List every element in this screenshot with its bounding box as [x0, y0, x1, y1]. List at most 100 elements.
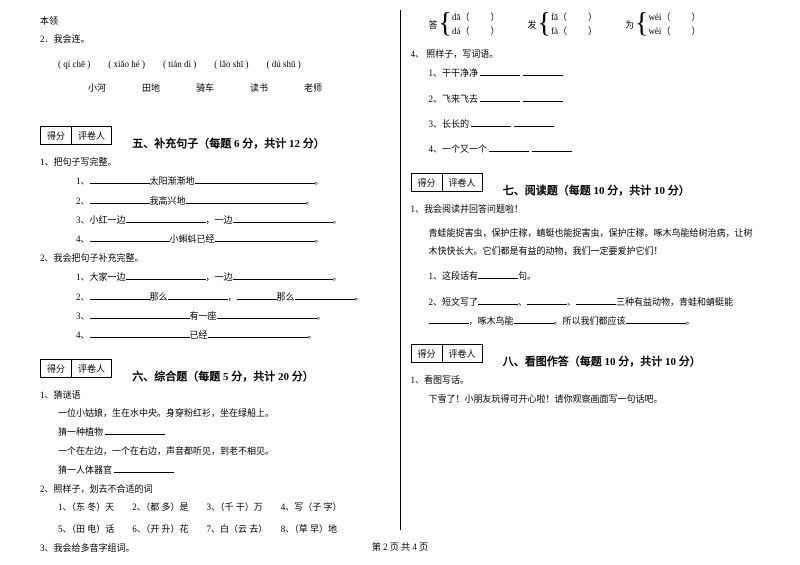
- q4-list: 1、干干净净 2、飞来飞去 3、长长的 4、一个又一个: [411, 65, 761, 157]
- blank: [90, 231, 170, 242]
- blank: [168, 289, 228, 300]
- scorebox-grader: 评卷人: [443, 345, 482, 362]
- q4-4: 4、一个又一个: [429, 141, 761, 156]
- blank: [295, 289, 355, 300]
- pinyin-item: ( qí chē ): [58, 59, 90, 69]
- q4-3: 3、长长的: [429, 116, 761, 131]
- brace-label: 为: [625, 18, 634, 31]
- section5-title: 五、补充句子（每题 6 分，共计 12 分）: [132, 135, 325, 151]
- paren: （ ）: [558, 12, 603, 22]
- blank: [626, 313, 686, 324]
- brace-label: 答: [429, 18, 438, 31]
- blank: [478, 294, 518, 305]
- brace-icon: {: [439, 10, 452, 38]
- words-row: 小河 田地 骑车 读书 老师: [40, 81, 390, 94]
- q6-2: 2、照样子，划去不合适的词: [40, 482, 390, 496]
- blank: [215, 231, 315, 242]
- q2-title: 2．我会连。: [40, 32, 390, 46]
- scorebox-grader: 评卷人: [443, 174, 482, 191]
- q5-1-list: 1、太阳渐渐地。 2、我高兴地。 3、小红一边，一边。 4、小蝌蚪已经。: [40, 173, 390, 247]
- pinyin-row: ( qí chē ) ( xiǎo hé ) ( tián dì ) ( lǎo…: [40, 59, 390, 69]
- paren: （ ）: [460, 26, 505, 36]
- word-item: 小河: [88, 81, 106, 94]
- right-column: 答 { dā（ ） dá（ ） 发 { fā（ ） fà（ ） 为 { w: [401, 10, 771, 530]
- blank: [237, 289, 277, 300]
- pinyin-item: ( tián dì ): [163, 59, 196, 69]
- blank: [532, 141, 572, 152]
- q6-1c: 一个在左边，一个在右边，声音都听见，到老不相见。: [40, 444, 390, 458]
- blank: [478, 268, 518, 279]
- blank: [90, 327, 190, 338]
- brace-group-fa: 发 { fā（ ） fà（ ）: [527, 10, 602, 39]
- blank: [90, 289, 150, 300]
- q7-1a: 1、这段话有句。: [411, 268, 761, 283]
- brace-group-wei: 为 { wéi（ ） wèi（ ）: [625, 10, 706, 39]
- brace-icon: {: [635, 10, 648, 38]
- brace-label: 发: [527, 18, 536, 31]
- blank: [471, 116, 511, 127]
- blank: [523, 91, 563, 102]
- section5-header: 得分 评卷人 五、补充句子（每题 6 分，共计 12 分）: [40, 114, 390, 151]
- blank: [217, 308, 317, 319]
- blank: [90, 173, 150, 184]
- pinyin-item: ( lǎo shī ): [214, 59, 248, 69]
- q8-1: 1、看图写话。: [411, 373, 761, 387]
- scorebox-score: 得分: [41, 360, 72, 377]
- blank: [514, 313, 554, 324]
- q6-1: 1、猜谜语: [40, 388, 390, 402]
- blank: [429, 313, 469, 324]
- blank: [233, 269, 333, 280]
- text-benling: 本领: [40, 14, 390, 28]
- q4-1: 1、干干净净: [429, 65, 761, 80]
- q5-1-4: 4、小蝌蚪已经。: [58, 231, 390, 246]
- q8-1a: 下雪了！小朋友玩得可开心啦！请你观察画面写一句话吧。: [411, 392, 761, 406]
- brace-group-da: 答 { dā（ ） dá（ ）: [429, 10, 506, 39]
- pinyin-item: ( dú shū ): [266, 59, 300, 69]
- section7-header: 得分 评卷人 七、阅读题（每题 10 分，共计 10 分）: [411, 161, 761, 198]
- blank: [576, 294, 616, 305]
- q5-2: 2、我会把句子补充完整。: [40, 251, 390, 265]
- brace-items: fā（ ） fà（ ）: [551, 10, 603, 39]
- blank: [527, 294, 567, 305]
- q4-2: 2、飞来飞去: [429, 91, 761, 106]
- blank: [480, 91, 520, 102]
- section8-header: 得分 评卷人 八、看图作答（每题 10 分，共计 10 分）: [411, 332, 761, 369]
- left-column: 本领 2．我会连。 ( qí chē ) ( xiǎo hé ) ( tián …: [30, 10, 401, 530]
- scorebox-score: 得分: [412, 345, 443, 362]
- q5-2-4: 4、已经。: [58, 327, 390, 342]
- blank: [195, 173, 315, 184]
- word-item: 田地: [142, 81, 160, 94]
- q5-1-2: 2、我高兴地。: [58, 193, 390, 208]
- q5-2-3: 3、有一座。: [58, 308, 390, 323]
- scorebox: 得分 评卷人: [40, 359, 112, 378]
- word-item: 读书: [250, 81, 268, 94]
- scorebox-grader: 评卷人: [72, 360, 111, 377]
- blank: [90, 193, 150, 204]
- blank: [514, 116, 554, 127]
- blank: [480, 65, 520, 76]
- section8-title: 八、看图作答（每题 10 分，共计 10 分）: [503, 353, 701, 369]
- scorebox-score: 得分: [41, 127, 72, 144]
- scorebox: 得分 评卷人: [40, 126, 112, 145]
- q5-1-3: 3、小红一边，一边。: [58, 212, 390, 227]
- q6-3: 3、我会给多音字组词。: [40, 541, 390, 555]
- brace-items: wéi（ ） wèi（ ）: [648, 10, 706, 39]
- word-item: 老师: [304, 81, 322, 94]
- passage: 青蛙能捉害虫，保护庄稼，蜻蜓也能捉害虫，保护庄稼。啄木鸟能给树治病，让树木快快长…: [411, 224, 761, 260]
- q4-title: 4、 照样子，写词语。: [411, 47, 761, 61]
- q7-2a: 2、短文写了、、三种有益动物，青蛙和蜻蜓能: [411, 294, 761, 309]
- q5-2-1: 1、大家一边，一边。: [58, 269, 390, 284]
- q7-2b: ，啄木鸟能。所以我们都应该。: [411, 313, 761, 328]
- paren: （ ）: [460, 12, 505, 22]
- blank: [105, 424, 165, 435]
- word-item: 骑车: [196, 81, 214, 94]
- blank: [208, 327, 308, 338]
- paren: （ ）: [558, 26, 603, 36]
- q6-2-row1: 1、（东 冬）天 2、（都 多）是 3、（千 干）万 4、写（子 字）: [40, 500, 390, 514]
- scorebox-grader: 评卷人: [72, 127, 111, 144]
- brace-items: dā（ ） dá（ ）: [452, 10, 506, 39]
- blank: [114, 462, 174, 473]
- scorebox-score: 得分: [412, 174, 443, 191]
- q6-1a: 一位小姑娘，生在水中央。身穿粉红衫，坐在绿船上。: [40, 406, 390, 420]
- q5-2-list: 1、大家一边，一边。 2、那么，那么。 3、有一座。 4、已经。: [40, 269, 390, 343]
